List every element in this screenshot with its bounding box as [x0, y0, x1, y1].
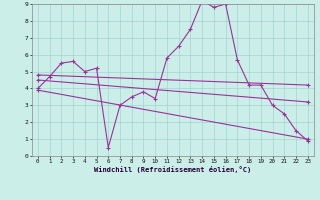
X-axis label: Windchill (Refroidissement éolien,°C): Windchill (Refroidissement éolien,°C)	[94, 166, 252, 173]
